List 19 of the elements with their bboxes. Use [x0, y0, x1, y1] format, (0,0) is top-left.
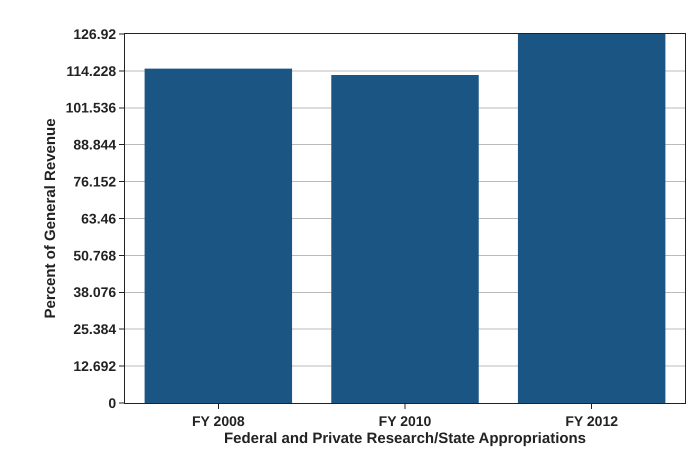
- y-tick-label: 101.536: [66, 100, 116, 116]
- y-tick-label: 12.692: [73, 358, 116, 374]
- y-tick-label: 88.844: [73, 136, 116, 153]
- bar: [331, 75, 479, 403]
- bar: [144, 68, 292, 403]
- y-tick-label: 76.152: [73, 174, 116, 190]
- y-tick-label: 114.228: [66, 62, 116, 79]
- x-tick-label: FY 2012: [565, 412, 618, 429]
- y-tick-label: 0: [108, 394, 116, 411]
- x-tick-label: FY 2008: [192, 412, 245, 429]
- y-tick-label: 25.384: [73, 321, 116, 338]
- bar: [518, 34, 666, 403]
- x-tick-label: FY 2010: [378, 412, 432, 429]
- y-tick-label: 38.076: [73, 284, 116, 300]
- y-tick-label: 63.46: [81, 210, 116, 226]
- y-axis-title: Percent of General Revenue: [42, 118, 59, 319]
- y-tick-label: 126.92: [73, 26, 116, 42]
- y-tick-label: 50.768: [73, 247, 116, 264]
- x-axis-title: Federal and Private Research/State Appropriations: [224, 430, 586, 447]
